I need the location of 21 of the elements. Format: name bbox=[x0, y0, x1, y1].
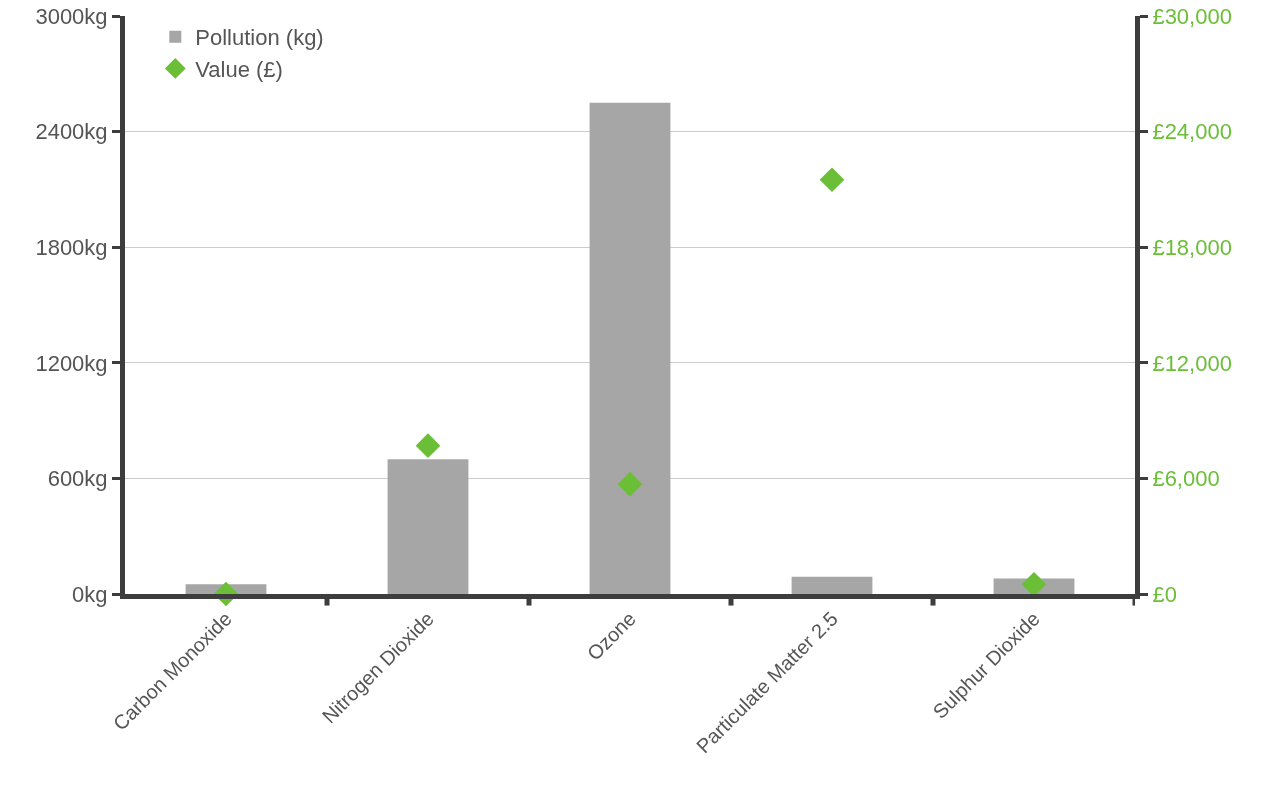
bar bbox=[791, 576, 873, 594]
y-tick-label: 0kg bbox=[72, 581, 108, 607]
y-tick-label: 1800kg bbox=[35, 234, 108, 260]
bar bbox=[589, 102, 671, 594]
y-tick-label: 1200kg bbox=[35, 350, 108, 376]
y2-tick-label: £6,000 bbox=[1152, 466, 1220, 492]
point bbox=[1021, 572, 1047, 597]
legend-label: Pollution (kg) bbox=[195, 25, 324, 51]
y2-tick-label: £0 bbox=[1152, 581, 1177, 607]
point bbox=[819, 167, 845, 193]
point bbox=[617, 471, 643, 497]
y-tick-label: 2400kg bbox=[35, 119, 108, 145]
y-tick-label: 3000kg bbox=[35, 3, 108, 29]
y2-tick-label: £30,000 bbox=[1152, 3, 1232, 29]
y2-tick-label: £18,000 bbox=[1152, 234, 1232, 260]
y2-tick-label: £24,000 bbox=[1152, 119, 1232, 145]
y-tick-label: 600kg bbox=[47, 466, 108, 492]
point bbox=[415, 433, 441, 458]
bar bbox=[387, 459, 469, 594]
y2-tick-label: £12,000 bbox=[1152, 350, 1232, 376]
legend-label: Value (£) bbox=[195, 56, 283, 82]
